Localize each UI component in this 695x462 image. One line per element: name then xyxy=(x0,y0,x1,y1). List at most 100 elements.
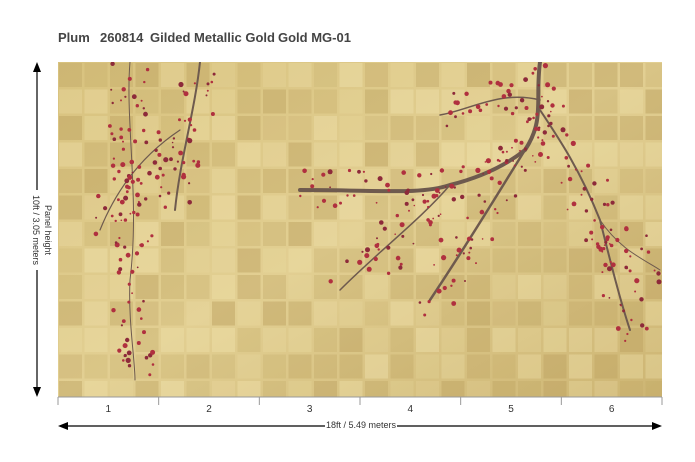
blossom xyxy=(485,158,491,164)
header-item: Gold MG-01 xyxy=(278,30,351,45)
blossom xyxy=(423,313,427,317)
tile xyxy=(314,116,337,140)
blossom xyxy=(513,138,518,143)
tile xyxy=(365,354,388,379)
arrow-head xyxy=(58,422,68,430)
tile xyxy=(161,328,184,352)
blossom xyxy=(506,88,511,94)
blossom xyxy=(152,160,158,165)
tile xyxy=(110,301,133,326)
blossom xyxy=(609,228,613,232)
blossom xyxy=(118,257,123,262)
tile xyxy=(569,354,592,379)
tile xyxy=(620,222,643,246)
tile xyxy=(543,354,567,379)
tile xyxy=(543,195,567,220)
blossom xyxy=(117,348,122,353)
tile xyxy=(212,275,235,299)
tile xyxy=(263,381,286,397)
tile xyxy=(84,116,108,140)
tile xyxy=(84,89,108,114)
tile xyxy=(135,116,159,140)
tile xyxy=(288,301,312,326)
tile xyxy=(84,169,108,193)
tile xyxy=(59,381,82,397)
blossom xyxy=(541,139,544,142)
blossom xyxy=(347,168,352,173)
tile xyxy=(518,169,541,193)
tile xyxy=(263,169,286,193)
tile xyxy=(645,381,662,397)
blossom xyxy=(451,197,456,202)
tile xyxy=(161,381,184,397)
tile xyxy=(314,195,337,220)
blossom xyxy=(321,198,327,203)
blossom xyxy=(173,167,177,171)
blossom xyxy=(532,72,534,75)
blossom xyxy=(510,111,515,116)
blossom xyxy=(133,139,138,144)
blossom xyxy=(590,197,594,201)
blossom xyxy=(139,243,142,247)
blossom xyxy=(426,199,430,203)
tile xyxy=(237,142,261,167)
blossom xyxy=(169,157,173,162)
blossom xyxy=(469,246,473,250)
blossom xyxy=(439,168,445,173)
blossom xyxy=(532,155,534,157)
tile xyxy=(416,275,439,299)
tile xyxy=(467,328,490,352)
tile xyxy=(237,381,261,397)
tile xyxy=(518,195,541,220)
blossom xyxy=(624,226,629,231)
tile xyxy=(161,195,184,220)
tile xyxy=(84,328,108,352)
blossom xyxy=(513,164,516,167)
tile xyxy=(161,354,184,379)
tile xyxy=(645,63,662,87)
blossom xyxy=(468,109,473,114)
tile xyxy=(263,195,286,220)
tile xyxy=(645,142,662,167)
blossom xyxy=(329,186,331,189)
blossom xyxy=(464,91,469,97)
blossom xyxy=(426,218,430,222)
blossom xyxy=(468,251,471,254)
tile xyxy=(212,116,235,140)
header-item: 260814 xyxy=(100,30,144,45)
blossom xyxy=(494,208,497,211)
blossom xyxy=(547,124,550,128)
tile xyxy=(314,89,337,114)
blossom xyxy=(127,175,133,180)
blossom xyxy=(412,242,415,245)
blossom xyxy=(193,82,196,85)
tile xyxy=(569,169,592,193)
tile xyxy=(339,301,363,326)
tile xyxy=(186,222,210,246)
tile xyxy=(59,328,82,352)
blossom xyxy=(565,133,569,137)
blossom xyxy=(302,168,307,174)
blossom xyxy=(477,193,481,197)
tile xyxy=(620,275,643,299)
tile xyxy=(416,381,439,397)
blossom xyxy=(110,163,116,168)
blossom xyxy=(127,300,131,304)
blossom xyxy=(125,357,131,363)
blossom xyxy=(450,284,453,287)
tile xyxy=(365,142,388,167)
blossom xyxy=(158,194,162,198)
blossom xyxy=(193,129,195,132)
blossom xyxy=(125,337,130,343)
blossom xyxy=(513,194,518,198)
tile xyxy=(441,275,465,299)
tile xyxy=(518,222,541,246)
blossom xyxy=(195,162,201,168)
tile xyxy=(645,89,662,114)
blossom xyxy=(505,199,508,202)
blossom xyxy=(401,170,407,175)
tile xyxy=(186,328,210,352)
blossom xyxy=(187,138,193,144)
blossom xyxy=(187,117,192,122)
